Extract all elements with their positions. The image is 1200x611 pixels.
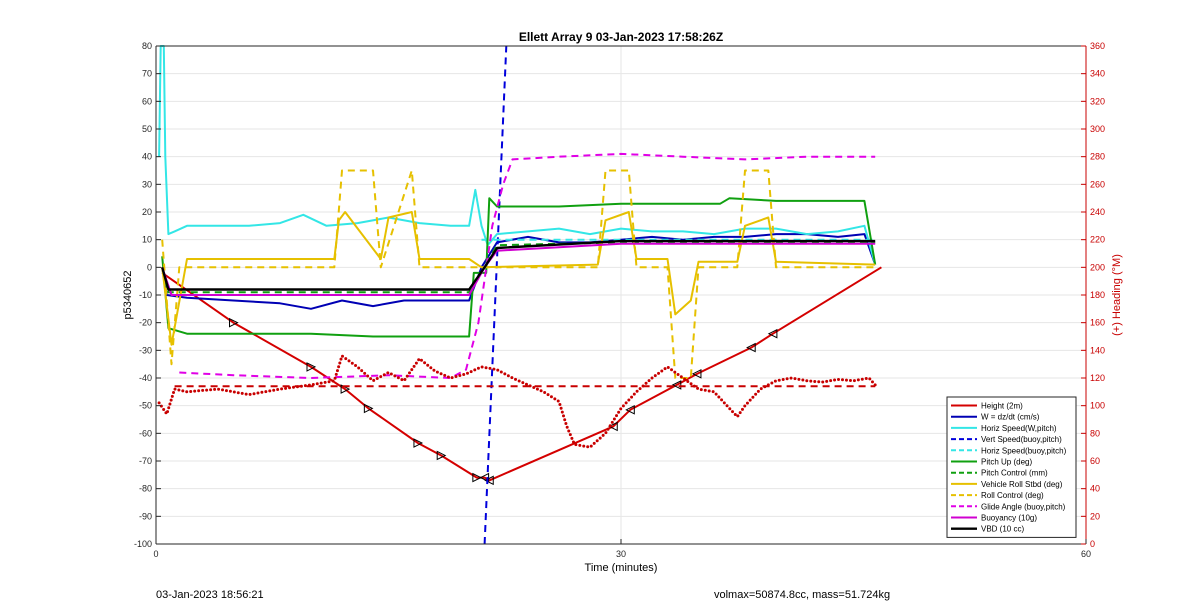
series-line-vehicle-roll-stbd-deg [161,211,876,346]
y-tick-label: 40 [142,152,152,162]
legend-label: Vehicle Roll Stbd (deg) [981,480,1063,489]
y-tick-label: -30 [139,345,152,355]
series-line-horiz-speed-w-pitch [158,45,877,265]
x-axis-label: Time (minutes) [585,562,658,574]
height-marker [436,450,447,461]
height-marker [484,475,494,486]
y-tick-label: 0 [147,262,152,272]
height-marker [608,421,618,432]
x-tick-label: 30 [616,549,626,559]
legend-label: Glide Angle (buoy,pitch) [981,502,1066,511]
y-right-tick-label: 340 [1090,69,1105,79]
y-tick-label: -100 [134,539,152,549]
height-marker [671,380,682,390]
y-right-tick-label: 20 [1090,511,1100,521]
y-right-tick-label: 320 [1090,96,1105,106]
y-right-tick-label: 80 [1090,428,1100,438]
y-right-tick-label: 0 [1090,539,1095,549]
series-line-pitch-control-mm [161,241,876,294]
y-right-tick-label: 40 [1090,484,1100,494]
y-axis-right-label: (+) Heading (°M) [1111,254,1123,336]
footer-timestamp: 03-Jan-2023 18:56:21 [156,589,264,601]
y-tick-label: -80 [139,484,152,494]
y-tick-label: -70 [139,456,152,466]
series-line-buoyancy-10g [161,242,876,296]
y-right-tick-label: 220 [1090,235,1105,245]
y-tick-label: 20 [142,207,152,217]
y-axis-label: p5340652 [122,271,134,320]
legend-label: W = dz/dt (cm/s) [981,413,1040,422]
y-tick-label: -40 [139,373,152,383]
height-marker [479,472,490,483]
series-line-heading [157,354,877,449]
y-tick-label: 10 [142,235,152,245]
height-marker [746,342,756,353]
series-line-glide-angle-buoy-pitch [179,152,876,379]
height-marker [625,405,635,415]
legend-label: Horiz Speed(W,pitch) [981,424,1057,433]
legend: Height (2m) W = dz/dt (cm/s) Horiz Speed(W… [946,396,1077,538]
height-marker [472,472,482,483]
y-right-tick-label: 280 [1090,152,1105,162]
series-line-pitch-up-deg [161,197,877,338]
height-marker [413,438,424,448]
height-marker [767,328,778,339]
y-tick-label: -90 [139,511,152,521]
y-tick-label: 70 [142,69,152,79]
y-tick-label: 60 [142,96,152,106]
y-right-tick-label: 60 [1090,456,1100,466]
legend-label: Roll Control (deg) [981,491,1044,500]
series-group [157,45,882,545]
series-line-vbd-10-cc [161,239,876,291]
legend-label: Pitch Control (mm) [981,469,1048,478]
y-right-tick-label: 240 [1090,207,1105,217]
legend-label: Pitch Up (deg) [981,458,1032,467]
y-tick-label: -20 [139,318,152,328]
y-right-tick-label: 360 [1090,41,1105,51]
height-marker [363,403,374,414]
legend-label: Vert Speed(buoy,pitch) [981,435,1062,444]
axes: 0 30 60-100-90-80-70-60-50-40-30-20-100102… [134,41,1105,559]
y-right-tick-label: 140 [1090,345,1105,355]
series-line-height-2m [161,266,882,482]
chart-title: Ellett Array 9 03-Jan-2023 17:58:26Z [519,30,723,44]
y-tick-label: 80 [142,41,152,51]
y-right-tick-label: 180 [1090,290,1105,300]
x-tick-label: 60 [1081,549,1091,559]
legend-label: Height (2m) [981,402,1023,411]
legend-label: Horiz Speed(buoy,pitch) [981,446,1067,455]
y-right-tick-label: 300 [1090,124,1105,134]
series-line-roll-control-deg [161,169,876,379]
footer-info: volmax=50874.8cc, mass=51.724kg [714,589,891,601]
y-tick-label: -60 [139,428,152,438]
y-tick-label: -10 [139,290,152,300]
y-tick-label: 50 [142,124,152,134]
height-marker [691,369,702,379]
y-tick-label: -50 [139,401,152,411]
y-right-tick-label: 100 [1090,401,1105,411]
legend-label: VBD (10 cc) [981,525,1024,534]
height-marker [306,362,317,372]
y-right-tick-label: 120 [1090,373,1105,383]
y-right-tick-label: 160 [1090,318,1105,328]
height-marker [229,317,239,328]
legend-box [946,396,1077,538]
y-right-tick-label: 260 [1090,179,1105,189]
y-tick-label: 30 [142,179,152,189]
y-right-tick-label: 200 [1090,262,1105,272]
legend-label: Buoyancy (10g) [981,514,1037,523]
x-tick-label: 0 [153,549,158,559]
